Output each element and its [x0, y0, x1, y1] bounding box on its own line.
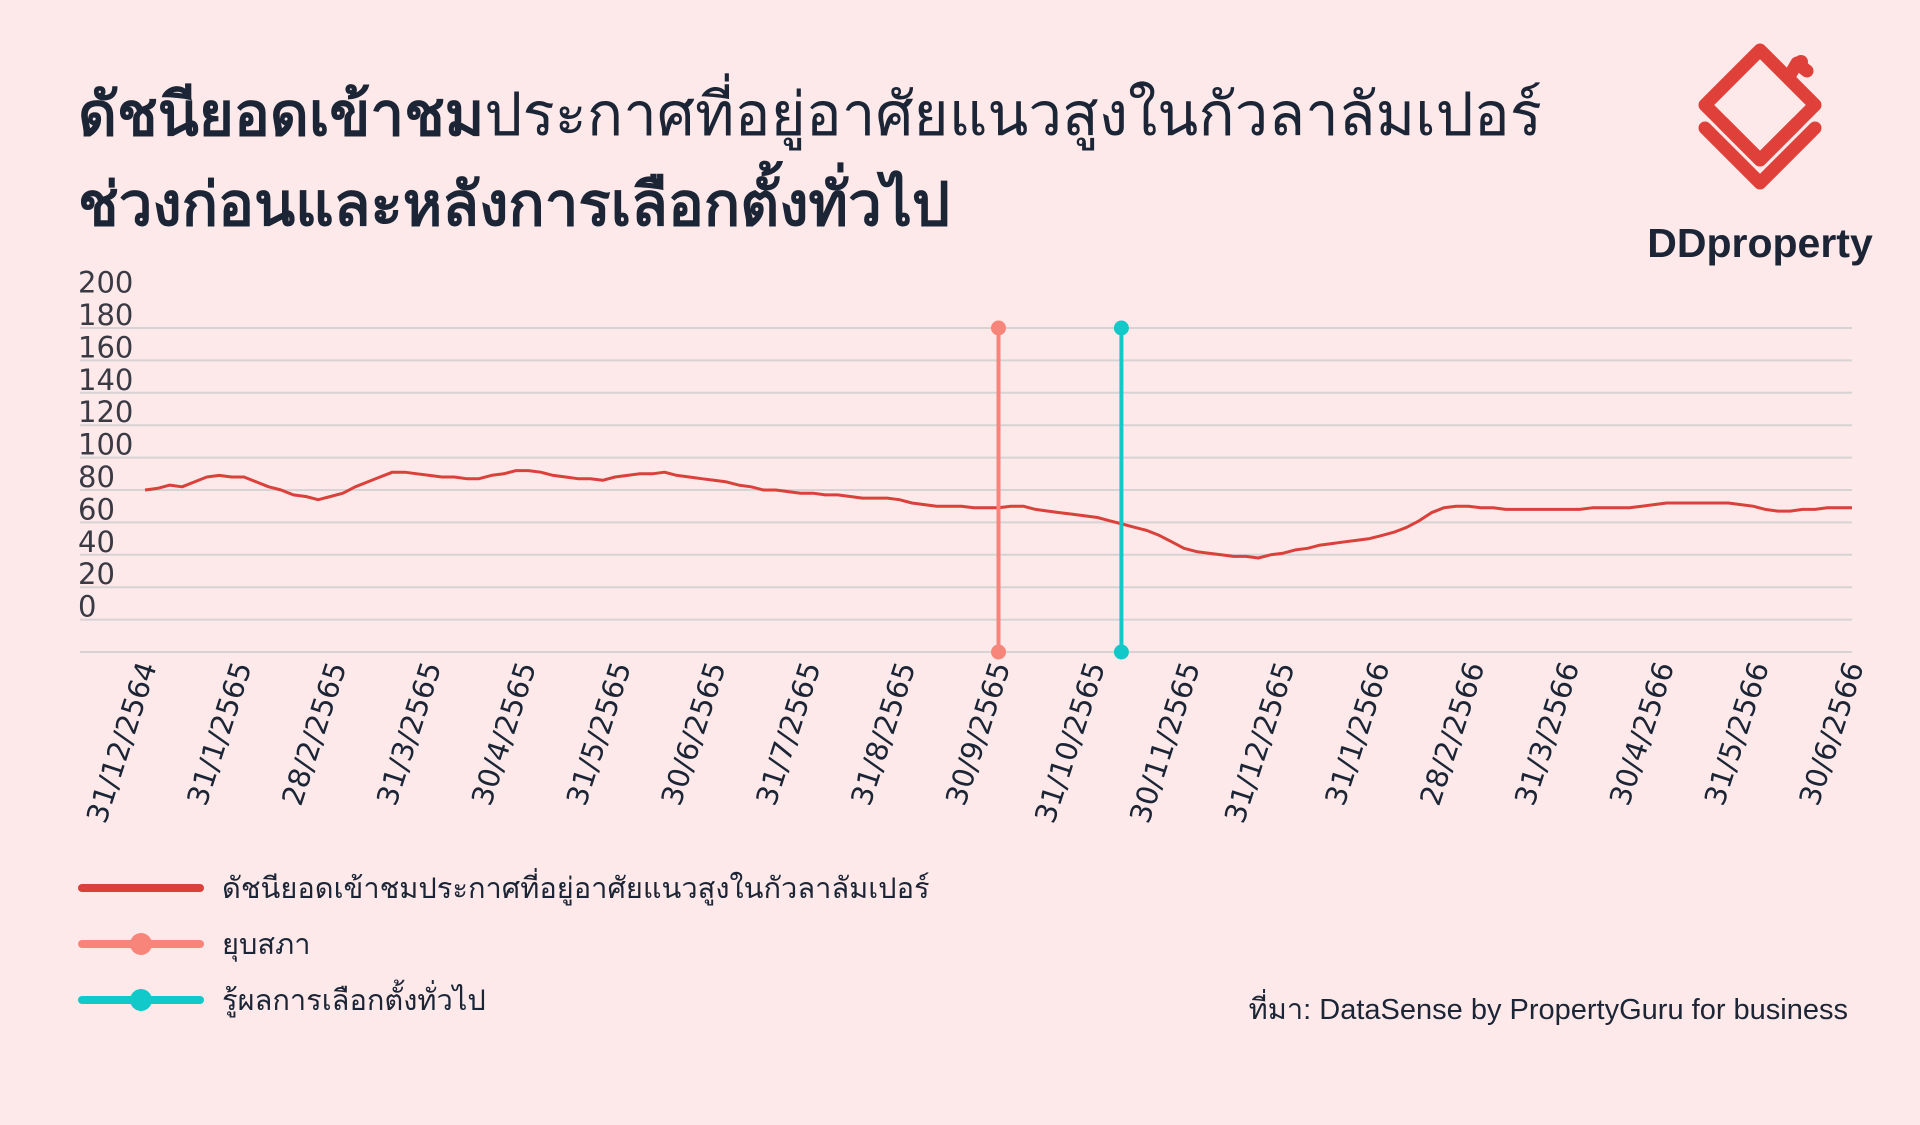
x-tick-label: 31/12/2564: [80, 658, 164, 827]
chart-legend: ดัชนียอดเข้าชมประกาศที่อยู่อาศัยแนวสูงใน…: [78, 860, 930, 1028]
grid-lines: [80, 327, 1852, 653]
y-tick-label: 180: [78, 298, 133, 332]
x-tick-label: 31/12/2565: [1218, 658, 1302, 827]
y-tick-label: 140: [78, 363, 133, 397]
ddproperty-logo: DDproperty: [1625, 38, 1895, 278]
x-tick-label: 31/8/2565: [844, 658, 922, 810]
x-tick-label: 30/11/2565: [1123, 658, 1207, 827]
x-tick-label: 31/5/2566: [1698, 658, 1776, 810]
legend-item-election-result: รู้ผลการเลือกตั้งทั่วไป: [78, 972, 930, 1028]
dissolution-marker-dot: [991, 320, 1006, 336]
x-tick-label: 31/1/2566: [1318, 658, 1396, 810]
x-tick-label: 31/3/2566: [1508, 658, 1586, 810]
x-tick-label: 30/6/2566: [1792, 658, 1870, 810]
y-tick-label: 20: [78, 557, 115, 591]
legend-label-dissolution: ยุบสภา: [222, 927, 311, 961]
source-note: ที่มา: DataSense by PropertyGuru for bus…: [1248, 994, 1848, 1026]
ddproperty-house-logo-icon: [1698, 43, 1822, 190]
x-tick-label: 31/7/2565: [749, 658, 827, 810]
legend-label-election-result: รู้ผลการเลือกตั้งทั่วไป: [222, 983, 486, 1017]
y-tick-label: 160: [78, 330, 133, 364]
x-tick-label: 28/2/2566: [1413, 658, 1491, 810]
legend-label-series: ดัชนียอดเข้าชมประกาศที่อยู่อาศัยแนวสูงใน…: [222, 871, 930, 905]
election-result-marker-dot: [1113, 644, 1129, 660]
y-tick-label: 40: [78, 525, 115, 559]
title-bold-part: ดัชนียอดเข้าชม: [78, 80, 485, 150]
chart-title: ดัชนียอดเข้าชมประกาศที่อยู่อาศัยแนวสูงใน…: [78, 70, 1542, 250]
legend-swatch-dissolution: [78, 933, 204, 955]
legend-item-dissolution: ยุบสภา: [78, 916, 930, 972]
logo-wordmark: DDproperty: [1647, 220, 1873, 266]
x-tick-label: 30/9/2565: [939, 658, 1017, 810]
x-axis-ticks: 31/12/2564 31/1/2565 28/2/2565 31/3/2565 30/…: [80, 658, 1871, 827]
dissolution-marker-dot: [991, 644, 1006, 660]
legend-swatch-election-result: [78, 989, 204, 1011]
event-markers: [991, 320, 1129, 660]
x-tick-label: 28/2/2565: [275, 658, 353, 810]
x-tick-label: 30/4/2566: [1603, 658, 1681, 810]
x-tick-label: 31/3/2565: [370, 658, 448, 810]
y-tick-label: 120: [78, 395, 133, 429]
x-tick-label: 30/6/2565: [654, 658, 732, 810]
legend-swatch-series: [78, 881, 204, 895]
title-line-2: ช่วงก่อนและหลังการเลือกตั้งทั่วไป: [78, 170, 951, 240]
legend-item-series: ดัชนียอดเข้าชมประกาศที่อยู่อาศัยแนวสูงใน…: [78, 860, 930, 916]
election-result-marker-dot: [1113, 320, 1129, 336]
x-tick-label: 31/1/2565: [180, 658, 258, 810]
y-tick-label: 0: [78, 590, 96, 624]
x-tick-label: 31/5/2565: [560, 658, 638, 810]
y-tick-label: 60: [78, 492, 115, 526]
y-tick-label: 100: [78, 428, 133, 462]
x-tick-label: 31/10/2565: [1028, 658, 1112, 827]
y-tick-label: 200: [78, 266, 133, 300]
x-tick-label: 30/4/2565: [465, 658, 543, 810]
title-regular-part: ประกาศที่อยู่อาศัยแนวสูงในกัวลาลัมเปอร์: [484, 80, 1542, 150]
y-tick-label: 80: [78, 460, 115, 494]
